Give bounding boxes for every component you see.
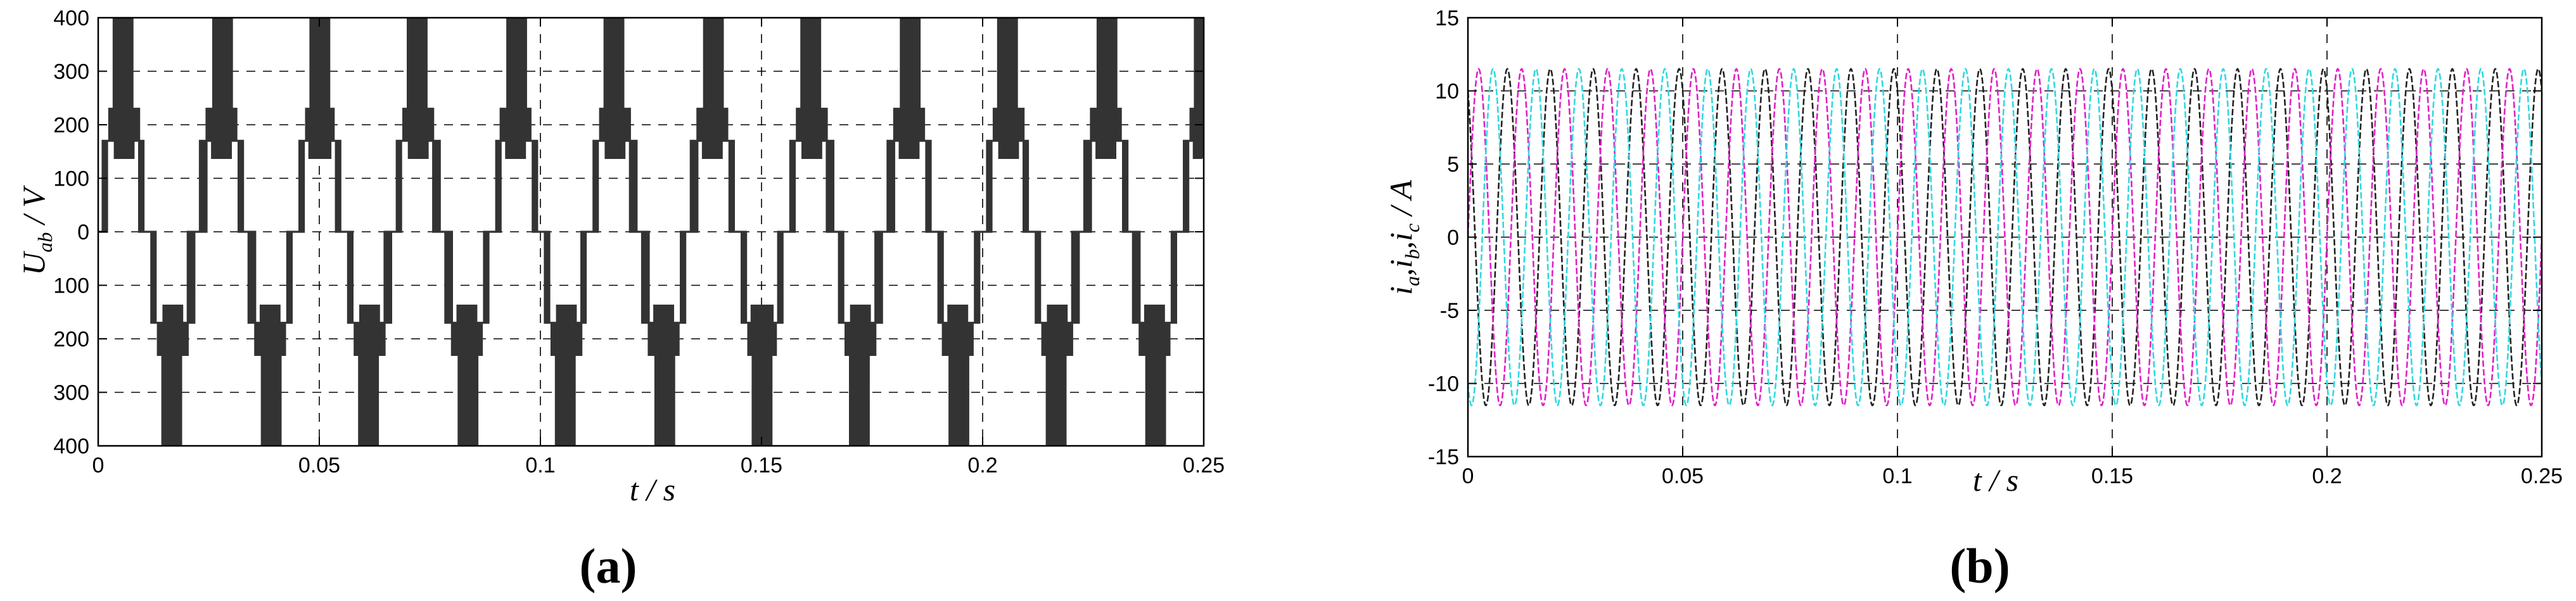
panel-a-xtick-label: 0.1 [525, 453, 555, 478]
panel-a-xtick-label: 0.05 [298, 453, 340, 478]
panel-a-xtick-label: 0.2 [967, 453, 997, 478]
panel-b-xtick-label: 0.05 [1662, 464, 1704, 488]
panel-b-ytick-label: -5 [1440, 299, 1459, 323]
panel-a-label: (a) [580, 538, 637, 593]
panel-b-ytick-label: 5 [1447, 153, 1459, 177]
panel-b-ylabel: ia,ib,ic / A [1383, 180, 1424, 295]
panel-a-ytick-label: 0 [77, 220, 89, 244]
current-i-b-line [1468, 68, 2542, 407]
panel-a-ytick-label: 100 [53, 167, 89, 191]
panel-a-ylabel: Uab / V [16, 185, 56, 275]
panel-b-xtick-label: 0 [1462, 464, 1474, 488]
panel-b-ytick-label: 0 [1447, 226, 1459, 250]
current-i-a-line [1468, 68, 2542, 407]
panel-b-ytick-label: -10 [1428, 372, 1459, 396]
panel-a-xtick-label: 0.25 [1183, 453, 1225, 478]
panel-b-xtick-label: 0.15 [2091, 464, 2133, 488]
panel-a-ytick-label: 200 [53, 113, 89, 137]
panel-a-voltage-waveform [98, 18, 1204, 446]
panel-a-ytick-label: 300 [53, 60, 89, 84]
pwm-voltage-trace [98, 18, 1204, 446]
panel-a-xlabel: t / s [630, 472, 675, 507]
panel-b-xtick-label: 0.25 [2521, 464, 2563, 488]
panel-b-xtick-label: 0.2 [2312, 464, 2342, 488]
panel-a-ytick-label: 100 [53, 274, 89, 298]
panel-a-ytick-label: 200 [53, 327, 89, 351]
current-i-c-line [1468, 68, 2542, 407]
panel-a-xtick-label: 0 [92, 453, 105, 478]
panel-a-ytick-label: 400 [53, 434, 89, 459]
panel-b-current-curves [1468, 68, 2542, 407]
panel-b-ytick-label: 15 [1435, 6, 1459, 30]
panel-a-ytick-label: 400 [53, 6, 89, 30]
panel-b-ytick-label: 10 [1435, 80, 1459, 104]
panel-b-xlabel: t / s [1973, 462, 2018, 498]
panel-b-xtick-label: 0.1 [1882, 464, 1912, 488]
panel-b-label: (b) [1949, 538, 2010, 593]
panel-a-xtick-label: 0.15 [741, 453, 782, 478]
panel-b-ytick-label: -15 [1428, 445, 1459, 469]
panel-a-ytick-label: 300 [53, 381, 89, 405]
